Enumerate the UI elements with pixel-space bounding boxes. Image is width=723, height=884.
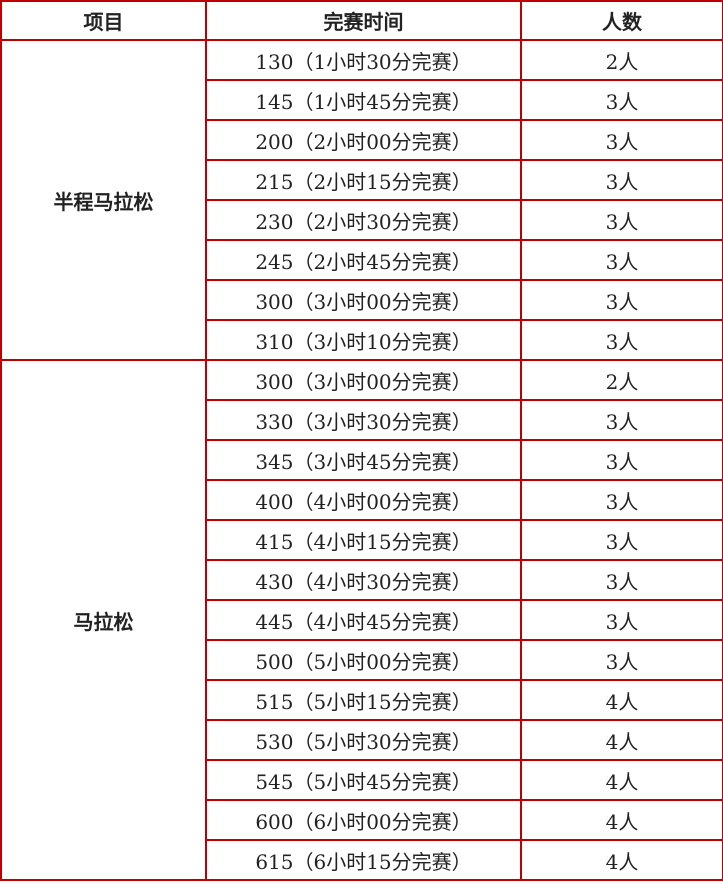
- finish-time-cell: 445（4小时45分完赛）: [205, 599, 522, 641]
- table-row: 500（5小时00分完赛） 3人: [1, 639, 723, 681]
- finish-time-cell: 310（3小时10分完赛）: [205, 319, 522, 361]
- finish-time-cell: 330（3小时30分完赛）: [205, 399, 522, 441]
- count-cell: 2人: [520, 39, 723, 81]
- table-row: 400（4小时00分完赛） 3人: [1, 479, 723, 521]
- count-cell: 3人: [520, 239, 723, 281]
- finish-time-cell: 515（5小时15分完赛）: [205, 679, 522, 721]
- count-cell: 3人: [520, 319, 723, 361]
- table-row: 245（2小时45分完赛） 3人: [1, 239, 723, 281]
- table-row: 615（6小时15分完赛） 4人: [1, 839, 723, 881]
- finish-time-cell: 500（5小时00分完赛）: [205, 639, 522, 681]
- count-cell: 2人: [520, 359, 723, 401]
- table-row: 415（4小时15分完赛） 3人: [1, 519, 723, 561]
- count-cell: 4人: [520, 679, 723, 721]
- count-cell: 3人: [520, 559, 723, 601]
- finish-time-cell: 230（2小时30分完赛）: [205, 199, 522, 241]
- table-row: 515（5小时15分完赛） 4人: [1, 679, 723, 721]
- table-row: 半程马拉松 130（1小时30分完赛） 2人: [0, 39, 723, 361]
- count-cell: 4人: [520, 719, 723, 761]
- finish-time-cell: 300（3小时00分完赛）: [205, 359, 522, 401]
- finish-time-cell: 200（2小时00分完赛）: [205, 119, 522, 161]
- finish-time-cell: 300（3小时00分完赛）: [205, 279, 522, 321]
- table-row: 230（2小时30分完赛） 3人: [1, 199, 723, 241]
- count-cell: 3人: [520, 639, 723, 681]
- table-row: 345（3小时45分完赛） 3人: [1, 439, 723, 481]
- count-cell: 3人: [520, 439, 723, 481]
- table-row: 215（2小时15分完赛） 3人: [1, 159, 723, 201]
- table-row: 310（3小时10分完赛） 3人: [1, 319, 723, 361]
- count-cell: 3人: [520, 479, 723, 521]
- table-row: 300（3小时00分完赛） 3人: [1, 279, 723, 321]
- table-row: 200（2小时00分完赛） 3人: [1, 119, 723, 161]
- count-cell: 4人: [520, 799, 723, 841]
- count-cell: 4人: [520, 759, 723, 801]
- table-row: 145（1小时45分完赛） 3人: [1, 79, 723, 121]
- table-row: 马拉松 300（3小时00分完赛） 2人: [0, 359, 723, 881]
- table-row: 445（4小时45分完赛） 3人: [1, 599, 723, 641]
- count-cell: 3人: [520, 279, 723, 321]
- table-row: 430（4小时30分完赛） 3人: [1, 559, 723, 601]
- event-cell: 半程马拉松: [0, 39, 207, 361]
- count-cell: 3人: [520, 199, 723, 241]
- table-row: 600（6小时00分完赛） 4人: [1, 799, 723, 841]
- count-cell: 3人: [520, 599, 723, 641]
- finish-time-cell: 245（2小时45分完赛）: [205, 239, 522, 281]
- finish-time-cell: 415（4小时15分完赛）: [205, 519, 522, 561]
- finish-time-cell: 400（4小时00分完赛）: [205, 479, 522, 521]
- count-cell: 3人: [520, 399, 723, 441]
- finish-time-cell: 215（2小时15分完赛）: [205, 159, 522, 201]
- table-row: 545（5小时45分完赛） 4人: [1, 759, 723, 801]
- count-cell: 3人: [520, 159, 723, 201]
- header-event: 项目: [0, 0, 207, 41]
- finish-time-cell: 530（5小时30分完赛）: [205, 719, 522, 761]
- table-row: 330（3小时30分完赛） 3人: [1, 399, 723, 441]
- finish-time-cell: 345（3小时45分完赛）: [205, 439, 522, 481]
- count-cell: 3人: [520, 79, 723, 121]
- header-finish-time: 完赛时间: [205, 0, 522, 41]
- finish-time-cell: 130（1小时30分完赛）: [205, 39, 522, 81]
- count-cell: 3人: [520, 119, 723, 161]
- finish-time-cell: 145（1小时45分完赛）: [205, 79, 522, 121]
- count-cell: 4人: [520, 839, 723, 881]
- header-row: 项目 完赛时间 人数: [0, 0, 723, 41]
- finish-time-cell: 615（6小时15分完赛）: [205, 839, 522, 881]
- count-cell: 3人: [520, 519, 723, 561]
- finish-time-cell: 545（5小时45分完赛）: [205, 759, 522, 801]
- header-count: 人数: [520, 0, 723, 41]
- table-row: 530（5小时30分完赛） 4人: [1, 719, 723, 761]
- event-cell: 马拉松: [0, 359, 207, 881]
- finish-time-cell: 600（6小时00分完赛）: [205, 799, 522, 841]
- finish-time-cell: 430（4小时30分完赛）: [205, 559, 522, 601]
